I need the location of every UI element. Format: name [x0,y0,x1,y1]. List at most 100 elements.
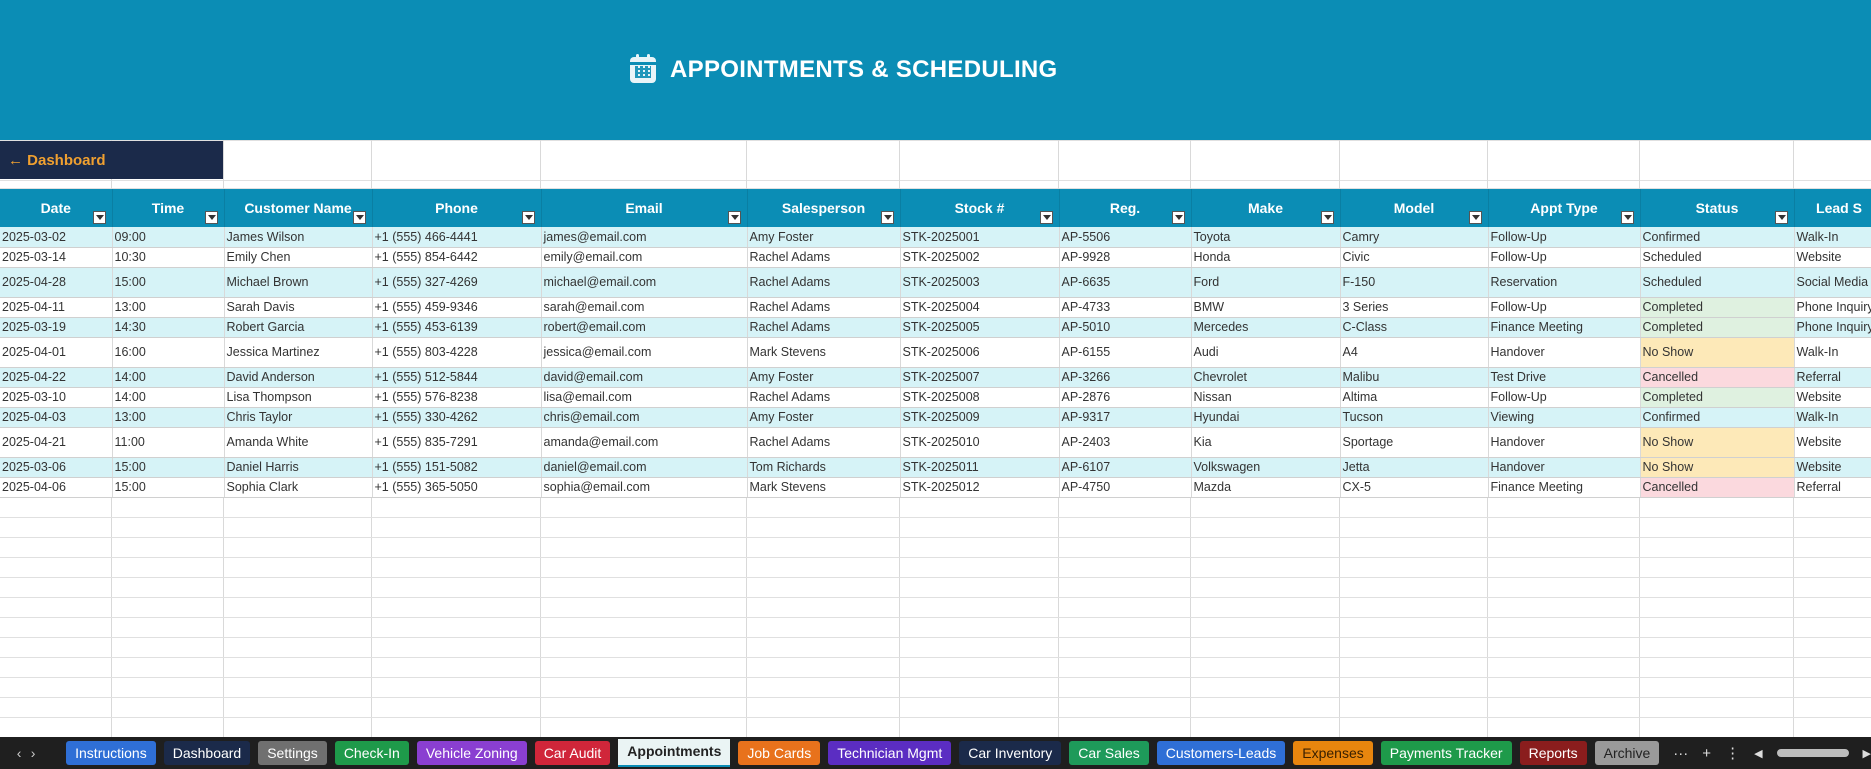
table-cell[interactable]: Honda [1191,247,1341,268]
table-cell[interactable]: No Show [1640,337,1795,368]
table-cell[interactable]: Chevrolet [1191,367,1341,388]
table-cell[interactable]: Handover [1488,457,1641,478]
column-header[interactable]: Phone [372,189,542,227]
table-cell[interactable]: CX-5 [1340,477,1489,498]
sheet-tab[interactable]: Expenses [1293,741,1373,765]
table-cell[interactable]: STK-2025003 [900,267,1060,298]
table-cell[interactable]: Mark Stevens [747,477,901,498]
table-cell[interactable]: Cancelled [1640,477,1795,498]
table-cell[interactable]: +1 (555) 327-4269 [372,267,542,298]
table-cell[interactable]: Sophia Clark [224,477,373,498]
column-header[interactable]: Status [1640,189,1795,227]
sheet-tab[interactable]: Technician Mgmt [828,741,952,765]
table-cell[interactable]: No Show [1640,427,1795,458]
table-cell[interactable]: 2025-04-06 [0,477,113,498]
table-cell[interactable]: 16:00 [112,337,225,368]
more-sheets-icon[interactable]: ··· [1673,744,1689,762]
table-cell[interactable]: Walk-In [1794,337,1871,368]
sheet-tab[interactable]: Instructions [66,741,156,765]
table-cell[interactable]: Civic [1340,247,1489,268]
table-cell[interactable]: Rachel Adams [747,387,901,408]
table-cell[interactable]: Cancelled [1640,367,1795,388]
table-cell[interactable]: james@email.com [541,227,748,248]
table-cell[interactable]: 11:00 [112,427,225,458]
table-cell[interactable]: 2025-03-14 [0,247,113,268]
table-cell[interactable]: BMW [1191,297,1341,318]
sheet-options-icon[interactable]: ⋮ [1725,745,1741,762]
table-cell[interactable]: AP-3266 [1059,367,1192,388]
table-cell[interactable]: Handover [1488,337,1641,368]
table-cell[interactable]: +1 (555) 330-4262 [372,407,542,428]
table-cell[interactable]: 2025-04-03 [0,407,113,428]
filter-dropdown-icon[interactable] [880,211,894,224]
table-cell[interactable]: Finance Meeting [1488,317,1641,338]
filter-dropdown-icon[interactable] [352,211,366,224]
table-cell[interactable]: Altima [1340,387,1489,408]
table-cell[interactable]: AP-4750 [1059,477,1192,498]
sheet-tab[interactable]: Appointments [618,739,731,767]
table-cell[interactable]: David Anderson [224,367,373,388]
sheet-tab[interactable]: Vehicle Zoning [416,741,527,765]
table-cell[interactable]: daniel@email.com [541,457,748,478]
table-cell[interactable]: James Wilson [224,227,373,248]
table-cell[interactable]: Sportage [1340,427,1489,458]
filter-dropdown-icon[interactable] [1468,211,1482,224]
table-cell[interactable]: STK-2025012 [900,477,1060,498]
horizontal-scrollbar[interactable] [1776,749,1849,757]
table-cell[interactable]: 2025-04-21 [0,427,113,458]
table-cell[interactable]: Social Media [1794,267,1871,298]
table-cell[interactable]: AP-5010 [1059,317,1192,338]
table-cell[interactable]: Tom Richards [747,457,901,478]
table-cell[interactable]: Referral [1794,367,1871,388]
table-cell[interactable]: Phone Inquiry [1794,297,1871,318]
table-cell[interactable]: STK-2025009 [900,407,1060,428]
column-header[interactable]: Date [0,189,113,227]
table-cell[interactable]: AP-6155 [1059,337,1192,368]
table-cell[interactable]: Completed [1640,387,1795,408]
table-cell[interactable]: sophia@email.com [541,477,748,498]
sheet-tab[interactable]: Check-In [334,741,409,765]
table-cell[interactable]: Website [1794,457,1871,478]
table-cell[interactable]: AP-6107 [1059,457,1192,478]
table-cell[interactable]: +1 (555) 854-6442 [372,247,542,268]
table-cell[interactable]: Rachel Adams [747,267,901,298]
column-header[interactable]: Stock # [900,189,1060,227]
table-cell[interactable]: Completed [1640,317,1795,338]
table-cell[interactable]: Finance Meeting [1488,477,1641,498]
add-sheet-icon[interactable]: + [1702,744,1712,762]
table-cell[interactable]: lisa@email.com [541,387,748,408]
sheet-tab[interactable]: Car Inventory [959,741,1062,765]
table-cell[interactable]: Walk-In [1794,227,1871,248]
table-cell[interactable]: 14:30 [112,317,225,338]
table-cell[interactable]: 2025-03-10 [0,387,113,408]
table-cell[interactable]: Follow-Up [1488,247,1641,268]
sheet-tab[interactable]: Car Sales [1069,741,1149,765]
table-cell[interactable]: Kia [1191,427,1341,458]
column-header[interactable]: Model [1340,189,1489,227]
table-cell[interactable]: AP-9317 [1059,407,1192,428]
table-cell[interactable]: Jessica Martinez [224,337,373,368]
table-cell[interactable]: Follow-Up [1488,387,1641,408]
table-cell[interactable]: 14:00 [112,387,225,408]
table-cell[interactable]: Sarah Davis [224,297,373,318]
filter-dropdown-icon[interactable] [1171,211,1185,224]
table-cell[interactable]: Chris Taylor [224,407,373,428]
table-cell[interactable]: AP-9928 [1059,247,1192,268]
column-header[interactable]: Time [112,189,225,227]
scroll-right-icon[interactable]: ▶ [1862,747,1871,760]
table-cell[interactable]: 15:00 [112,477,225,498]
sheet-tab[interactable]: Car Audit [534,741,611,765]
sheet-tab[interactable]: Customers-Leads [1156,741,1286,765]
sheet-tab[interactable]: Settings [258,741,327,765]
table-cell[interactable]: Walk-In [1794,407,1871,428]
prev-sheet-icon[interactable]: ‹ [16,745,22,761]
table-cell[interactable]: 13:00 [112,297,225,318]
table-cell[interactable]: Phone Inquiry [1794,317,1871,338]
dashboard-link-button[interactable]: ← Dashboard [0,141,223,179]
table-cell[interactable]: +1 (555) 365-5050 [372,477,542,498]
table-cell[interactable]: Volkswagen [1191,457,1341,478]
table-cell[interactable]: Website [1794,247,1871,268]
table-cell[interactable]: emily@email.com [541,247,748,268]
table-cell[interactable]: Handover [1488,427,1641,458]
table-cell[interactable]: Completed [1640,297,1795,318]
